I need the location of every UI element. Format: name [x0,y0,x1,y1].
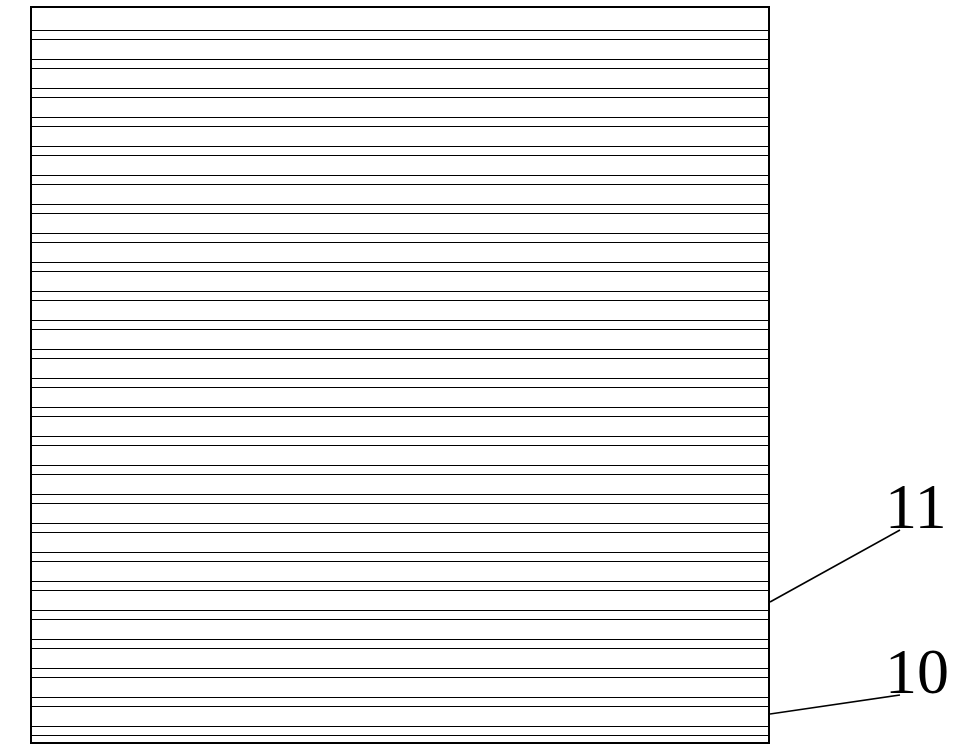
row-line [32,445,768,446]
row-line [32,175,768,176]
row-line [32,213,768,214]
row-line [32,68,768,69]
row-line [32,291,768,292]
row-line [32,436,768,437]
row-line [32,581,768,582]
row-line [32,88,768,89]
row-line [32,320,768,321]
row-line [32,59,768,60]
leader-line-11 [770,530,900,602]
row-line [32,552,768,553]
row-line [32,329,768,330]
row-line [32,561,768,562]
row-line [32,523,768,524]
row-line [32,706,768,707]
row-line [32,233,768,234]
row-line [32,262,768,263]
row-line [32,735,768,736]
row-line [32,300,768,301]
row-line [32,349,768,350]
row-line [32,590,768,591]
row-line [32,117,768,118]
row-line [32,648,768,649]
row-line [32,639,768,640]
row-line [32,126,768,127]
row-line [32,358,768,359]
row-line [32,271,768,272]
figure-box [30,6,770,744]
row-line [32,677,768,678]
row-line [32,416,768,417]
leader-line-10 [770,695,900,714]
row-line [32,532,768,533]
row-line [32,184,768,185]
row-line [32,610,768,611]
row-line [32,204,768,205]
callout-label-11: 11 [885,470,947,544]
row-line [32,474,768,475]
row-line [32,146,768,147]
row-line [32,697,768,698]
row-line [32,97,768,98]
row-line [32,387,768,388]
row-line [32,726,768,727]
row-line [32,465,768,466]
row-line [32,619,768,620]
row-line [32,503,768,504]
row-line [32,407,768,408]
row-line [32,30,768,31]
row-line [32,668,768,669]
row-line [32,494,768,495]
row-line [32,155,768,156]
row-line [32,242,768,243]
row-line [32,39,768,40]
stage: 11 10 [0,0,974,750]
callout-label-10: 10 [885,635,949,709]
row-line [32,378,768,379]
